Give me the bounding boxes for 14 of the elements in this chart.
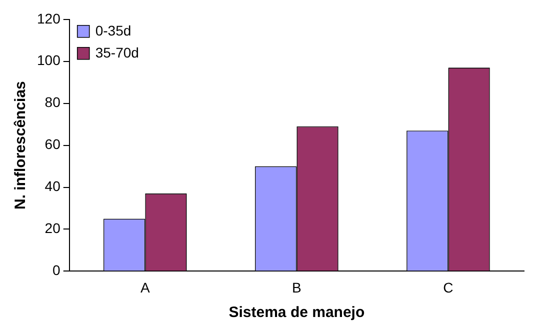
y-tick-label: 120 (37, 10, 61, 26)
y-tick-label: 80 (44, 94, 61, 110)
y-tick-label: 0 (52, 262, 61, 278)
legend-label: 0-35d (95, 22, 132, 38)
x-tick-label: A (140, 279, 150, 296)
y-tick-label: 60 (44, 136, 61, 152)
y-tick-label: 20 (44, 220, 61, 236)
x-tick-label: C (443, 279, 454, 296)
y-tick-label: 40 (44, 178, 61, 194)
x-tick-label: B (292, 279, 302, 296)
x-axis-title: Sistema de manejo (228, 304, 365, 322)
legend-label: 35-70d (95, 44, 139, 60)
y-tick-label: 100 (37, 52, 61, 68)
y-axis-title: N. inflorescências (12, 81, 30, 210)
